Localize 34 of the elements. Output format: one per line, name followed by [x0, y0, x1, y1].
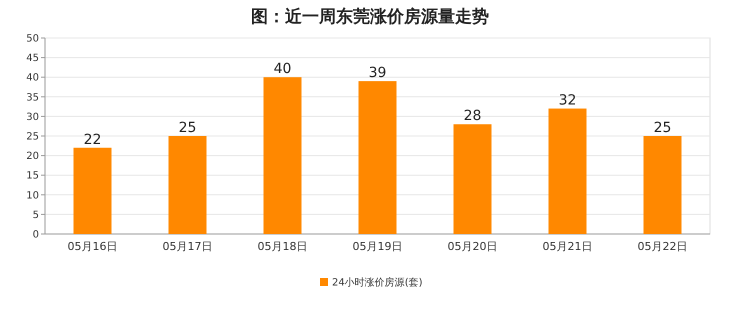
data-label: 32	[558, 92, 576, 109]
x-tick-label: 05月22日	[638, 240, 688, 253]
data-label: 22	[84, 132, 102, 148]
bar	[168, 136, 206, 234]
x-tick-label: 05月16日	[68, 240, 118, 253]
chart-title: 图：近一周东莞涨价房源量走势	[251, 7, 489, 27]
y-tick-label: 25	[26, 132, 39, 142]
x-tick-label: 05月17日	[162, 240, 212, 253]
bar	[74, 148, 112, 234]
y-tick-label: 50	[26, 34, 39, 44]
y-tick-label: 5	[32, 210, 39, 221]
bar	[644, 136, 682, 234]
data-label: 39	[368, 65, 386, 82]
y-tick-label: 40	[26, 72, 39, 84]
x-tick-label: 05月19日	[352, 240, 402, 253]
y-tick-label: 20	[26, 151, 39, 162]
y-tick-label: 10	[26, 190, 39, 202]
x-tick-label: 05月20日	[448, 240, 498, 253]
y-tick-label: 45	[26, 53, 39, 64]
data-label: 25	[178, 120, 196, 136]
y-tick-label: 30	[26, 112, 39, 123]
bar	[358, 81, 396, 234]
bar	[264, 77, 302, 234]
x-tick-label: 05月18日	[258, 240, 308, 253]
data-label: 28	[464, 108, 482, 124]
y-tick-label: 35	[26, 92, 39, 104]
y-tick-label: 0	[32, 230, 39, 240]
x-tick-label: 05月21日	[542, 240, 592, 253]
legend-label: 24小时涨价房源(套)	[332, 276, 423, 288]
data-label: 40	[274, 61, 292, 78]
data-label: 25	[654, 120, 672, 136]
bar	[454, 124, 492, 234]
bar	[548, 108, 586, 234]
y-tick-label: 15	[26, 170, 39, 182]
